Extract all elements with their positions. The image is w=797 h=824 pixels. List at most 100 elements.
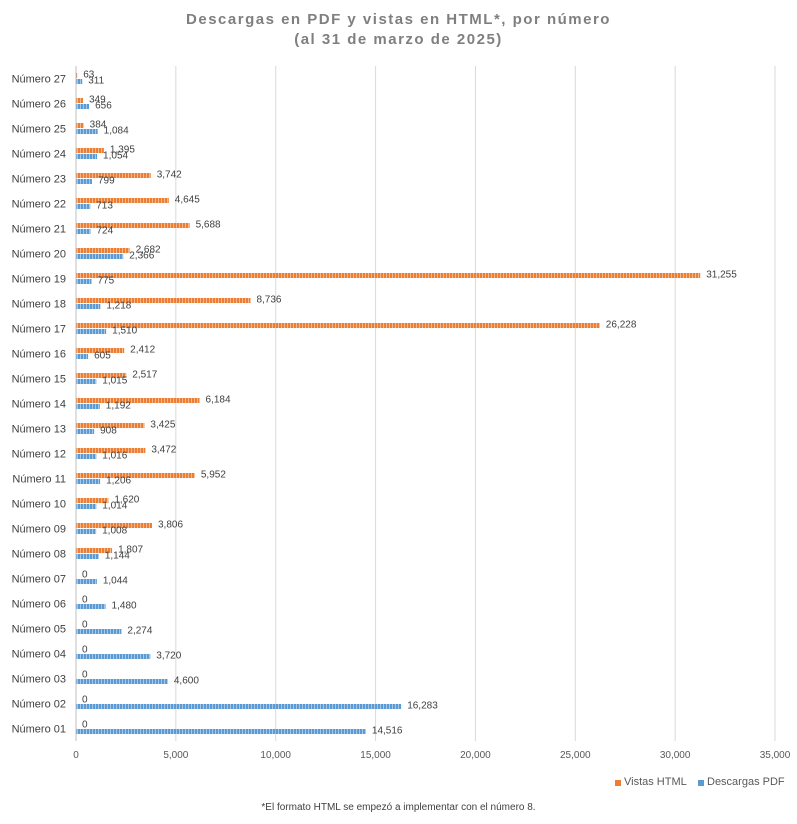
data-label-html: 1,620 <box>114 495 139 506</box>
data-label-html: 3,425 <box>150 420 175 431</box>
data-label-pdf: 1,016 <box>102 451 127 462</box>
bar-pdf <box>76 679 168 684</box>
category-label: Número 06 <box>12 599 66 611</box>
category-label: Número 14 <box>12 399 66 411</box>
bar-pdf <box>76 454 97 459</box>
data-label-html: 0 <box>82 695 88 706</box>
data-label-pdf: 1,084 <box>104 126 129 137</box>
data-label-html: 31,255 <box>706 270 737 281</box>
category-label: Número 02 <box>12 699 66 711</box>
data-label-html: 2,682 <box>136 245 161 256</box>
data-label-pdf: 775 <box>97 276 114 287</box>
footnote: *El formato HTML se empezó a implementar… <box>261 802 536 813</box>
data-label-pdf: 656 <box>95 101 112 112</box>
data-label-html: 349 <box>89 95 106 106</box>
bar-html <box>76 123 84 128</box>
bar-pdf <box>76 554 99 559</box>
data-label-pdf: 908 <box>100 426 117 437</box>
bar-pdf <box>76 504 97 509</box>
data-label-pdf: 713 <box>96 201 113 212</box>
data-label-html: 4,645 <box>175 195 200 206</box>
category-label: Número 13 <box>12 424 66 436</box>
data-label-pdf: 2,274 <box>127 626 152 637</box>
data-label-pdf: 1,206 <box>106 476 131 487</box>
data-label-pdf: 2,366 <box>129 251 154 262</box>
data-label-html: 0 <box>82 595 88 606</box>
bar-pdf <box>76 704 402 709</box>
bar-html <box>76 98 83 103</box>
data-label-html: 26,228 <box>606 320 637 331</box>
data-label-html: 2,412 <box>130 345 155 356</box>
bar-pdf <box>76 354 89 359</box>
data-label-pdf: 1,008 <box>102 526 127 537</box>
bar-pdf <box>76 429 95 434</box>
bar-pdf <box>76 579 97 584</box>
bar-pdf <box>76 404 100 409</box>
data-label-html: 5,952 <box>201 470 226 481</box>
category-label: Número 22 <box>12 199 66 211</box>
category-label: Número 11 <box>12 474 66 486</box>
x-tick-label: 25,000 <box>560 750 591 761</box>
category-label: Número 09 <box>12 524 66 536</box>
x-tick-label: 30,000 <box>660 750 691 761</box>
bar-pdf <box>76 204 91 209</box>
legend-label-pdf: Descargas PDF <box>707 776 785 788</box>
data-label-html: 1,395 <box>110 145 135 156</box>
data-label-html: 2,517 <box>132 370 157 381</box>
bar-pdf <box>76 604 106 609</box>
data-label-pdf: 1,510 <box>112 326 137 337</box>
bar-html <box>76 298 251 303</box>
bar-pdf <box>76 304 101 309</box>
x-tick-label: 15,000 <box>360 750 391 761</box>
x-tick-label: 0 <box>73 750 79 761</box>
data-label-html: 3,472 <box>151 445 176 456</box>
bar-pdf <box>76 129 98 134</box>
bar-pdf <box>76 329 107 334</box>
data-label-pdf: 1,218 <box>106 301 131 312</box>
bar-html <box>76 473 195 478</box>
category-label: Número 26 <box>12 99 66 111</box>
category-label: Número 10 <box>12 499 66 511</box>
bar-html <box>76 423 145 428</box>
bar-pdf <box>76 729 366 734</box>
bar-html <box>76 498 109 503</box>
bar-pdf <box>76 254 124 259</box>
bar-html <box>76 73 78 78</box>
bar-html <box>76 248 130 253</box>
bar-html <box>76 273 701 278</box>
data-label-html: 3,806 <box>158 520 183 531</box>
data-label-pdf: 4,600 <box>174 676 199 687</box>
chart-title: Descargas en PDF y vistas en HTML*, por … <box>186 11 611 28</box>
bar-pdf <box>76 104 90 109</box>
data-label-pdf: 724 <box>96 226 113 237</box>
bar-pdf <box>76 479 101 484</box>
x-tick-label: 10,000 <box>260 750 291 761</box>
data-label-html: 1,807 <box>118 545 143 556</box>
data-label-pdf: 14,516 <box>372 726 403 737</box>
data-label-pdf: 1,014 <box>102 501 127 512</box>
category-label: Número 25 <box>12 124 66 136</box>
data-label-html: 0 <box>82 720 88 731</box>
data-label-pdf: 605 <box>94 351 111 362</box>
data-label-pdf: 16,283 <box>407 701 438 712</box>
bar-html <box>76 323 600 328</box>
data-label-pdf: 3,720 <box>156 651 181 662</box>
legend-swatch-html <box>615 780 621 786</box>
data-label-html: 0 <box>82 620 88 631</box>
bar-html <box>76 223 190 228</box>
data-label-pdf: 1,144 <box>105 551 130 562</box>
x-tick-label: 20,000 <box>460 750 491 761</box>
data-label-pdf: 1,054 <box>103 151 128 162</box>
category-label: Número 24 <box>12 149 66 161</box>
bar-html <box>76 148 104 153</box>
category-label: Número 01 <box>12 724 66 736</box>
data-label-html: 0 <box>82 570 88 581</box>
category-label: Número 18 <box>12 299 66 311</box>
data-label-html: 0 <box>82 645 88 656</box>
bar-pdf <box>76 379 97 384</box>
bar-pdf <box>76 629 122 634</box>
category-label: Número 15 <box>12 374 66 386</box>
category-label: Número 12 <box>12 449 66 461</box>
data-label-html: 3,742 <box>157 170 182 181</box>
